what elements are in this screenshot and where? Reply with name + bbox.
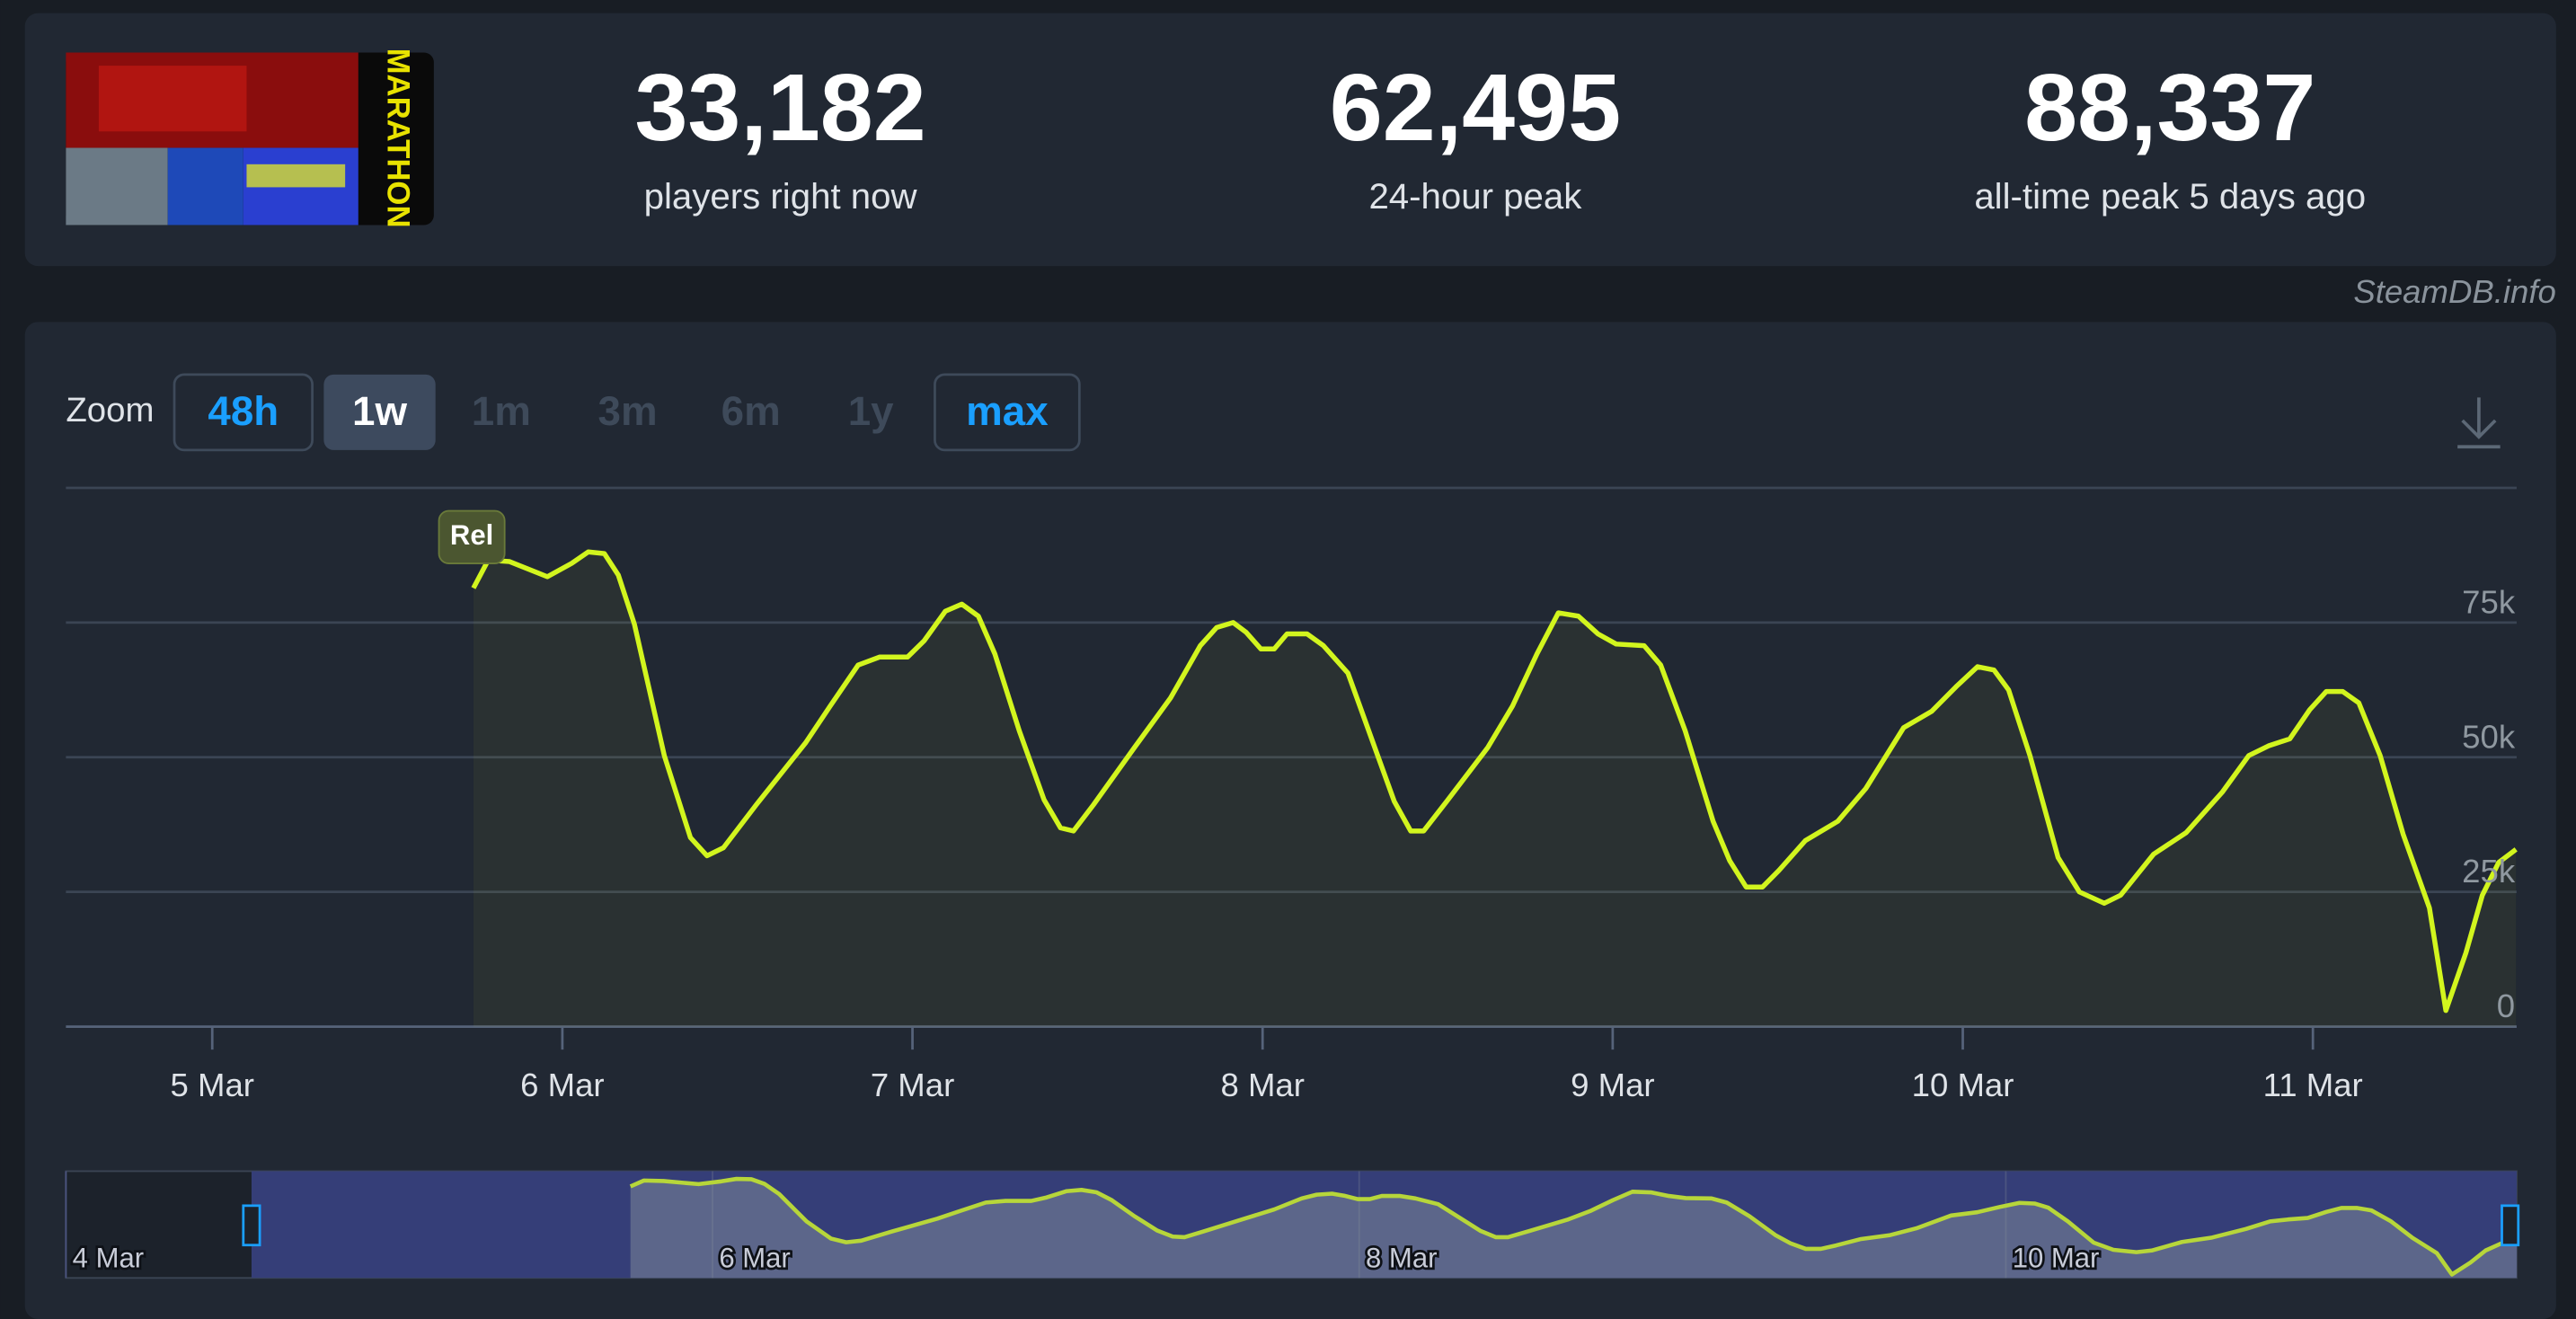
logo-art-face <box>66 147 168 226</box>
x-tick-label: 6 Mar <box>520 1067 604 1103</box>
zoom-option[interactable]: 3m <box>598 388 658 434</box>
zoom-option[interactable]: 48h <box>208 388 279 434</box>
line <box>629 1176 2518 1277</box>
logo-art-flash <box>246 164 346 188</box>
navigator-tick-label: 6 Mar <box>719 1242 790 1273</box>
navigator-handle[interactable] <box>242 1204 261 1247</box>
x-tick-label: 7 Mar <box>871 1067 954 1103</box>
zoom-option[interactable]: 1m <box>472 388 531 434</box>
download-arrow <box>2457 397 2501 449</box>
x-tick-label: 11 Mar <box>2263 1067 2363 1103</box>
navigator-handle[interactable] <box>2501 1204 2520 1247</box>
zoom-option[interactable]: 1y <box>848 388 894 434</box>
area <box>473 552 2517 1027</box>
logo-art-blue <box>167 147 243 226</box>
y-tick-label: 75k <box>2462 583 2516 620</box>
x-tick-label: 10 Mar <box>1912 1067 2014 1103</box>
area <box>630 1179 2517 1279</box>
y-tick-label: 0 <box>2497 987 2515 1024</box>
zoom-option[interactable]: 1w <box>352 388 407 434</box>
x-tick-label: 5 Mar <box>171 1067 254 1103</box>
navigator-tick-label: 8 Mar <box>1366 1242 1437 1273</box>
stat-label: 24-hour peak <box>1368 176 1582 217</box>
y-tick-label: 50k <box>2462 718 2516 755</box>
annotation-flag <box>438 509 506 564</box>
stat-label: players right now <box>644 176 918 217</box>
zoom-button[interactable] <box>934 373 1081 452</box>
zoom-button[interactable] <box>323 374 436 450</box>
logo-text: MARATHON <box>381 49 415 228</box>
navigator-tick-label: 10 Mar <box>2013 1242 2100 1273</box>
x-tick-label: 9 Mar <box>1571 1067 1654 1103</box>
zoom-button[interactable] <box>173 373 314 452</box>
navigator-tick-label: 10 Mar <box>2013 1242 2100 1273</box>
line <box>471 549 2518 1014</box>
x-tick-label: 8 Mar <box>1220 1067 1304 1103</box>
annotation-label: Rel <box>450 519 493 551</box>
stats-panel <box>24 13 2556 267</box>
navigator-tick-label: 8 Mar <box>1366 1242 1437 1273</box>
stat-value: 62,495 <box>1330 55 1621 161</box>
download-icon[interactable] <box>2457 397 2501 449</box>
navigator-selection[interactable] <box>251 1171 2517 1279</box>
zoom-label: Zoom <box>66 391 154 429</box>
navigator-tick-label: 4 Mar <box>73 1242 144 1273</box>
game-logo[interactable]: MARATHON <box>66 49 434 228</box>
zoom-option[interactable]: 6m <box>721 388 781 434</box>
stat-value: 88,337 <box>2024 55 2315 161</box>
stat: 33,182 players right now 62,495 24-hour … <box>634 55 2366 217</box>
logo-art-glow <box>98 66 247 132</box>
navigator-tick-label: 6 Mar <box>719 1242 790 1273</box>
zoom-buttons: 48h 1w 1m 3m 6m 1y max <box>173 373 1081 452</box>
stat-value: 33,182 <box>634 55 925 161</box>
watermark[interactable]: SteamDB.info <box>2353 273 2555 310</box>
plot: 5 Mar 6 Mar 7 Mar 8 Mar 9 Mar 10 Mar 11 Mar 0 25… <box>66 509 2518 1103</box>
navigator-tick-label: 4 Mar <box>73 1242 144 1273</box>
y-tick-label: 25k <box>2462 853 2516 890</box>
zoom-option[interactable]: max <box>966 388 1049 434</box>
stat-label: all-time peak 5 days ago <box>1974 176 2366 217</box>
chart-panel <box>24 322 2556 1319</box>
